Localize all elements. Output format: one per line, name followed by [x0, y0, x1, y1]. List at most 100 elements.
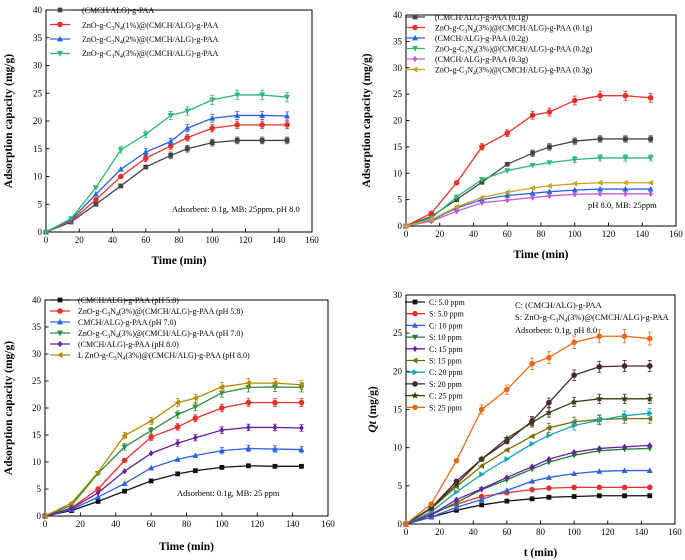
data-point — [478, 194, 485, 201]
y-tick-label: 15 — [393, 405, 403, 415]
data-point — [259, 138, 265, 143]
y-tick-label: 35 — [33, 33, 43, 43]
axes-panel-b: 0 20 40 60 80 100 120 140 160 0 5 10 15 20 25 30 35 40 Tim… — [361, 10, 683, 261]
y-tick-label: 30 — [393, 290, 403, 300]
data-point — [597, 136, 603, 142]
data-point — [504, 161, 510, 167]
data-point — [192, 468, 198, 474]
legend-swatch-b4 — [405, 46, 425, 52]
data-point — [428, 216, 434, 223]
data-point — [174, 424, 181, 430]
data-point — [148, 450, 154, 457]
data-point — [529, 190, 536, 196]
data-point — [571, 422, 578, 429]
legend-swatch-c6 — [50, 352, 70, 358]
data-point — [167, 138, 174, 144]
data-point — [622, 493, 627, 499]
data-point — [148, 478, 154, 484]
x-tick-label: 40 — [108, 235, 118, 245]
x-axis-label: Time (min) — [151, 255, 206, 267]
data-point — [572, 191, 578, 198]
legend-label-d2: S: 5.0 ppm — [429, 310, 465, 319]
y-axis-label: Adsorption capacity (mg/g) — [3, 341, 15, 475]
data-point — [259, 112, 266, 118]
chart-panel-b: 0 20 40 60 80 100 120 140 160 0 5 10 15 20 25 30 35 40 Tim… — [361, 10, 683, 261]
y-tick-label: 5 — [398, 195, 403, 205]
data-point — [546, 109, 553, 115]
data-point — [570, 398, 578, 405]
series-c6 — [41, 378, 304, 519]
data-point — [596, 493, 602, 499]
data-point — [192, 452, 199, 458]
x-tick-label: 160 — [668, 527, 682, 537]
y-tick-label: 25 — [393, 328, 403, 338]
data-point — [117, 166, 124, 172]
data-point — [452, 480, 461, 488]
series-d7 — [403, 408, 653, 527]
x-tick-label: 160 — [669, 229, 683, 239]
legend-marker — [411, 391, 419, 399]
data-point — [529, 162, 536, 169]
legend-label-d3: C: 10 ppm — [429, 321, 464, 330]
x-tick-label: 60 — [141, 235, 151, 245]
series-line — [405, 157, 651, 227]
data-point — [646, 335, 653, 342]
data-point — [272, 424, 278, 431]
data-point — [595, 395, 603, 402]
data-point — [646, 446, 653, 452]
legend-label-b3: (CMCH/ALG)-g-PAA (0.2g) — [435, 34, 528, 43]
data-point — [184, 108, 191, 115]
data-point — [245, 445, 252, 451]
legend-swatch-b6 — [405, 66, 425, 73]
data-point — [272, 463, 278, 469]
data-point — [95, 499, 101, 504]
data-point — [647, 95, 654, 101]
legend-label-d6: S: 15 ppm — [429, 357, 463, 366]
data-point — [597, 185, 604, 192]
y-tick-label: 25 — [393, 89, 403, 99]
data-point — [192, 395, 198, 402]
data-point — [596, 468, 603, 474]
x-tick-label: 120 — [239, 235, 253, 245]
data-point — [402, 223, 409, 229]
series-a3 — [43, 110, 291, 235]
data-point — [298, 446, 305, 452]
data-point — [192, 434, 198, 441]
data-point — [453, 179, 460, 186]
series-d9 — [402, 393, 654, 528]
data-point — [504, 456, 511, 463]
data-point — [529, 440, 536, 447]
x-tick-label: 20 — [435, 527, 445, 537]
data-point — [597, 92, 603, 99]
data-point — [453, 194, 460, 201]
data-point — [284, 112, 291, 119]
x-tick-label: 80 — [537, 229, 547, 239]
x-tick-label: 0 — [44, 235, 49, 245]
legend-label-d5: C: 15 ppm — [429, 345, 464, 354]
data-point — [596, 179, 603, 186]
y-tick-label: 5 — [398, 481, 403, 491]
data-point — [504, 386, 510, 393]
data-point — [571, 470, 578, 477]
data-point — [503, 434, 511, 442]
x-tick-label: 40 — [469, 527, 479, 537]
x-tick-label: 140 — [635, 527, 649, 537]
data-point — [218, 447, 225, 454]
x-axis-label: Time (min) — [159, 541, 214, 553]
x-axis-label: t (min) — [524, 547, 558, 559]
data-point — [95, 486, 101, 492]
series-c5 — [42, 423, 304, 520]
data-point — [479, 144, 485, 150]
data-point — [403, 521, 409, 527]
y-tick-label: 5 — [38, 199, 43, 209]
data-point — [209, 115, 216, 121]
data-point — [504, 192, 511, 198]
legend-marker — [412, 369, 419, 376]
data-point — [67, 216, 74, 222]
data-point — [596, 363, 603, 370]
data-point — [142, 155, 149, 161]
data-point — [571, 339, 577, 346]
chart-panel-c: 0 20 40 60 80 100 120 140 160 0 5 10 15 20 25 30 35 40 Tim… — [3, 295, 335, 553]
series-b2 — [403, 90, 654, 229]
data-point — [148, 434, 154, 440]
